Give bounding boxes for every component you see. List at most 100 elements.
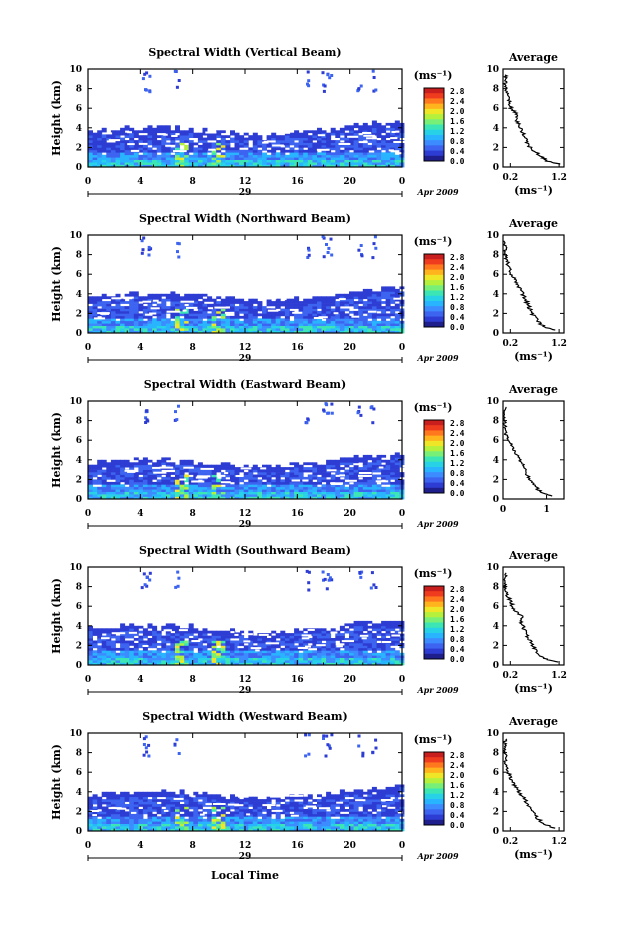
heatmap-cell — [156, 823, 162, 827]
heatmap-cell — [252, 469, 258, 473]
heatmap-cell — [161, 816, 167, 820]
heatmap-cell — [170, 130, 176, 134]
heatmap-cell — [376, 647, 382, 651]
heatmap-cell — [376, 144, 382, 148]
heatmap-cell — [367, 657, 373, 661]
heatmap-cell — [234, 323, 240, 326]
colorbar-swatch — [424, 622, 444, 629]
heatmap-cell — [362, 620, 368, 624]
heatmap-cell — [307, 130, 313, 134]
heatmap-cell — [161, 813, 167, 817]
heatmap-cell — [106, 657, 112, 661]
heatmap-cell — [110, 662, 116, 666]
heatmap-cell — [330, 486, 336, 490]
heatmap-cell — [371, 144, 377, 148]
heatmap-cell — [294, 638, 300, 641]
heatmap-cell — [124, 135, 130, 138]
heatmap-cell — [207, 660, 213, 663]
heatmap-cell — [156, 308, 162, 312]
heatmap-cell — [339, 159, 345, 163]
heatmap-cell — [376, 454, 382, 458]
heatmap-cell — [367, 303, 373, 307]
heatmap-cell — [120, 154, 126, 158]
heatmap-cell — [133, 162, 139, 165]
heatmap-cell — [294, 635, 300, 639]
heatmap-cell — [110, 462, 116, 466]
heatmap-cell — [129, 308, 135, 312]
heatmap-cell — [142, 154, 148, 158]
heatmap-cell — [234, 298, 240, 302]
heatmap-cell — [129, 657, 135, 661]
heatmap-cell — [234, 472, 240, 475]
heatmap-cell — [165, 821, 171, 824]
heatmap-cell — [88, 467, 93, 470]
heatmap-cell — [120, 313, 126, 317]
heatmap-cell — [289, 635, 295, 639]
heatmap-cell — [161, 794, 167, 798]
x-tick-label: 12 — [239, 675, 252, 685]
heatmap-cell — [390, 486, 396, 490]
heatmap-cell — [381, 291, 387, 295]
heatmap-cell — [92, 823, 98, 827]
heatmap-cell — [367, 469, 373, 473]
heatmap-cell — [371, 662, 377, 666]
heatmap-cell — [349, 657, 354, 661]
heatmap-cell — [188, 469, 194, 473]
heatmap-cell — [207, 154, 213, 158]
heatmap-cell — [120, 474, 126, 478]
heatmap-cell — [330, 159, 336, 163]
heatmap-cell — [124, 152, 130, 156]
heatmap-cell — [124, 481, 130, 485]
heatmap-cell — [390, 147, 396, 151]
heatmap-cell — [353, 132, 359, 136]
heatmap-cell — [257, 486, 263, 490]
y-tick-label: 6 — [76, 602, 82, 612]
heatmap-gap — [339, 474, 345, 477]
heatmap-cell — [284, 132, 290, 136]
heatmap-cell — [349, 147, 354, 151]
heatmap-cell — [97, 491, 103, 495]
heatmap-cell — [326, 251, 330, 254]
heatmap-cell — [142, 796, 148, 800]
heatmap-cell — [230, 489, 235, 492]
heatmap-cell — [280, 325, 286, 329]
heatmap-cell — [371, 291, 377, 295]
heatmap-cell — [243, 164, 249, 168]
heatmap-cell — [339, 149, 345, 153]
heatmap-cell — [115, 804, 121, 807]
heatmap-cell — [289, 474, 295, 478]
heatmap-cell — [165, 496, 171, 500]
heatmap-cell — [271, 303, 277, 307]
heatmap-cell — [138, 484, 144, 488]
heatmap-cell — [358, 137, 364, 141]
heatmap-cell — [353, 152, 359, 156]
heatmap-cell — [138, 328, 144, 331]
heatmap-cell — [312, 630, 318, 634]
heatmap-cell — [220, 320, 226, 324]
heatmap-cell — [110, 474, 116, 478]
heatmap-cell — [216, 132, 222, 136]
heatmap-cell — [230, 325, 235, 329]
heatmap-cell — [101, 472, 107, 475]
heatmap-cell — [115, 323, 121, 326]
heatmap-cell — [152, 474, 158, 478]
heatmap-cell — [129, 325, 135, 329]
heatmap-cell — [262, 320, 267, 324]
heatmap-cell — [207, 645, 213, 649]
heatmap-cell — [147, 474, 153, 478]
heatmap-cell — [129, 816, 135, 820]
heatmap-cell — [239, 657, 245, 661]
heatmap-cell — [188, 132, 194, 136]
heatmap-cell — [359, 244, 363, 247]
heatmap-cell — [156, 821, 162, 824]
heatmap-cell — [371, 164, 377, 168]
date-label: Apr 2009 — [416, 685, 459, 695]
heatmap-cell — [371, 486, 377, 490]
y-tick-label: 10 — [69, 397, 82, 407]
heatmap-cell — [266, 135, 272, 138]
heatmap-cell — [358, 147, 364, 151]
heatmap-cell — [358, 633, 364, 636]
heatmap-cell — [262, 484, 267, 488]
colorbar-tick-label: 2.0 — [450, 107, 465, 116]
heatmap-cell — [275, 650, 281, 654]
